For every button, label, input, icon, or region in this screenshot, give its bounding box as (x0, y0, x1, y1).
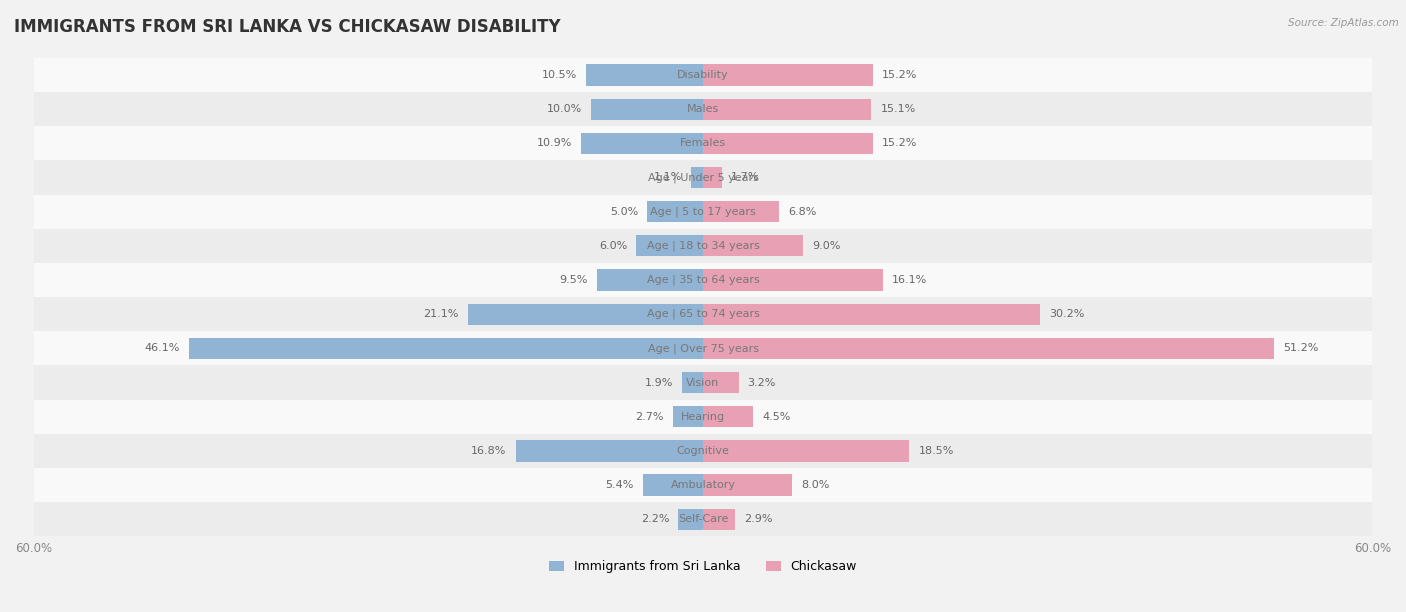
Text: 46.1%: 46.1% (145, 343, 180, 353)
Bar (34, 400, 1372, 434)
Text: 16.1%: 16.1% (891, 275, 927, 285)
Bar (34, 263, 1372, 297)
Bar (34, 365, 1372, 400)
Text: Age | Over 75 years: Age | Over 75 years (648, 343, 758, 354)
Text: 2.7%: 2.7% (636, 412, 664, 422)
Text: 18.5%: 18.5% (918, 446, 953, 456)
Text: 15.2%: 15.2% (882, 138, 917, 148)
Bar (703, 201, 779, 222)
Text: 51.2%: 51.2% (1284, 343, 1319, 353)
Text: 2.2%: 2.2% (641, 514, 669, 524)
Bar (516, 440, 703, 461)
Bar (586, 64, 703, 86)
Bar (636, 235, 703, 256)
Text: Age | 65 to 74 years: Age | 65 to 74 years (647, 309, 759, 319)
Bar (703, 372, 738, 393)
Bar (679, 509, 703, 530)
Text: Self-Care: Self-Care (678, 514, 728, 524)
Bar (34, 195, 1372, 229)
Bar (703, 133, 873, 154)
Bar (643, 474, 703, 496)
Bar (703, 235, 803, 256)
Text: Disability: Disability (678, 70, 728, 80)
Text: 3.2%: 3.2% (748, 378, 776, 387)
Bar (34, 297, 1372, 331)
Text: 21.1%: 21.1% (423, 309, 458, 319)
Text: 4.5%: 4.5% (762, 412, 790, 422)
Text: 30.2%: 30.2% (1049, 309, 1084, 319)
Text: Source: ZipAtlas.com: Source: ZipAtlas.com (1288, 18, 1399, 28)
Text: Females: Females (681, 138, 725, 148)
Text: 1.1%: 1.1% (654, 173, 682, 182)
Text: 5.4%: 5.4% (606, 480, 634, 490)
Bar (703, 474, 792, 496)
Bar (468, 304, 703, 325)
Text: Ambulatory: Ambulatory (671, 480, 735, 490)
Text: Age | Under 5 years: Age | Under 5 years (648, 172, 758, 183)
Bar (690, 167, 703, 188)
Text: 10.5%: 10.5% (541, 70, 576, 80)
Bar (703, 64, 873, 86)
Bar (34, 229, 1372, 263)
Text: Vision: Vision (686, 378, 720, 387)
Text: 9.5%: 9.5% (560, 275, 588, 285)
Text: 1.9%: 1.9% (644, 378, 673, 387)
Bar (682, 372, 703, 393)
Bar (703, 269, 883, 291)
Text: Age | 5 to 17 years: Age | 5 to 17 years (650, 206, 756, 217)
Text: 15.1%: 15.1% (880, 104, 915, 114)
Legend: Immigrants from Sri Lanka, Chickasaw: Immigrants from Sri Lanka, Chickasaw (548, 560, 858, 573)
Text: 15.2%: 15.2% (882, 70, 917, 80)
Text: 6.0%: 6.0% (599, 241, 627, 251)
Bar (34, 126, 1372, 160)
Text: 16.8%: 16.8% (471, 446, 506, 456)
Text: Hearing: Hearing (681, 412, 725, 422)
Bar (34, 468, 1372, 502)
Bar (582, 133, 703, 154)
Bar (34, 434, 1372, 468)
Text: Age | 18 to 34 years: Age | 18 to 34 years (647, 241, 759, 251)
Bar (647, 201, 703, 222)
Bar (34, 331, 1372, 365)
Bar (34, 160, 1372, 195)
Bar (598, 269, 703, 291)
Bar (34, 502, 1372, 536)
Text: 6.8%: 6.8% (787, 207, 815, 217)
Text: 5.0%: 5.0% (610, 207, 638, 217)
Text: Cognitive: Cognitive (676, 446, 730, 456)
Bar (703, 406, 754, 427)
Bar (703, 338, 1274, 359)
Bar (188, 338, 703, 359)
Bar (703, 509, 735, 530)
Text: 1.7%: 1.7% (731, 173, 759, 182)
Bar (703, 440, 910, 461)
Text: 8.0%: 8.0% (801, 480, 830, 490)
Text: 9.0%: 9.0% (813, 241, 841, 251)
Text: Males: Males (688, 104, 718, 114)
Bar (673, 406, 703, 427)
Bar (703, 167, 721, 188)
Bar (34, 92, 1372, 126)
Bar (703, 99, 872, 120)
Bar (34, 58, 1372, 92)
Text: IMMIGRANTS FROM SRI LANKA VS CHICKASAW DISABILITY: IMMIGRANTS FROM SRI LANKA VS CHICKASAW D… (14, 18, 561, 36)
Text: 10.0%: 10.0% (547, 104, 582, 114)
Bar (703, 304, 1040, 325)
Text: Age | 35 to 64 years: Age | 35 to 64 years (647, 275, 759, 285)
Text: 2.9%: 2.9% (744, 514, 773, 524)
Bar (592, 99, 703, 120)
Text: 10.9%: 10.9% (537, 138, 572, 148)
